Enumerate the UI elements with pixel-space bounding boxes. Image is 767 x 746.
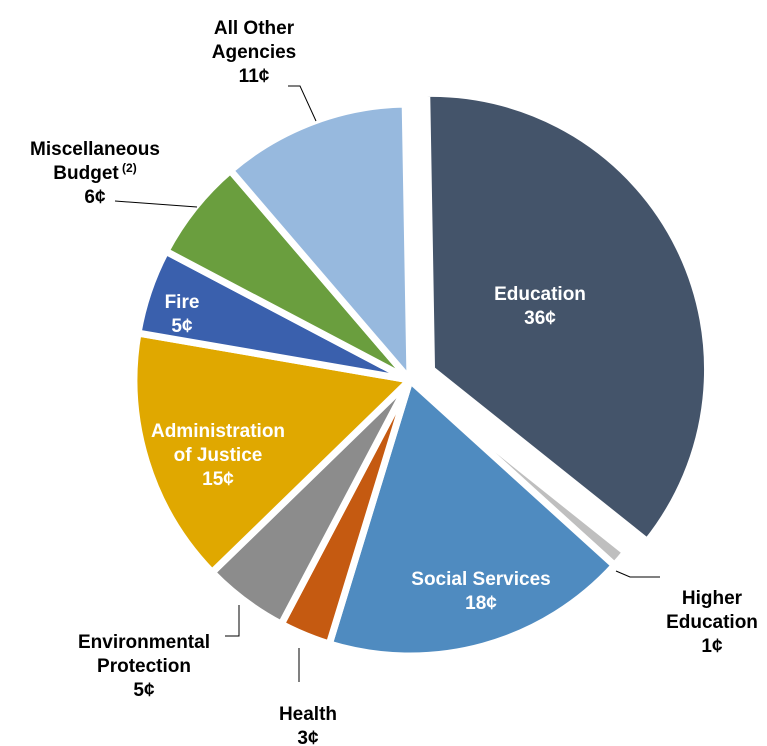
slice-value-social-services: 18¢ [465, 593, 497, 614]
slice-value-environmental-protection: 5¢ [133, 680, 155, 701]
slice-label-fire: Fire 5¢ [165, 292, 200, 337]
leader-line-miscellaneous-budget [114, 200, 198, 208]
slice-label-health: Health 3¢ [279, 704, 337, 746]
slice-value-fire: 5¢ [171, 316, 193, 337]
pie-slice-all-other-agencies [226, 100, 414, 384]
leader-line-higher-education [615, 570, 660, 578]
pie-slice-education [423, 89, 712, 546]
slice-label-education: Education 36¢ [494, 284, 586, 329]
pie-slice-social-services [325, 376, 618, 660]
slice-label-all-other-agencies: All Other Agencies 11¢ [212, 18, 296, 87]
slice-value-all-other-agencies: 11¢ [239, 66, 270, 87]
slice-value-higher-education: 1¢ [701, 636, 723, 657]
slice-label-social-services: Social Services 18¢ [411, 569, 550, 614]
slice-value-miscellaneous-budget: 6¢ [84, 187, 106, 208]
pie-slice-administration-of-justice [130, 329, 414, 576]
slice-label-higher-education: Higher Education 1¢ [666, 588, 758, 657]
slice-value-health: 3¢ [297, 728, 319, 746]
slice-label-miscellaneous-budget: Miscellaneous Budget (2) 6¢ [30, 139, 160, 208]
slice-value-education: 36¢ [524, 308, 556, 329]
slice-labels: Education 36¢ Higher Education 1¢ Social Serv… [30, 18, 758, 746]
leader-lines [114, 85, 660, 682]
leader-line-all-other-agencies [288, 85, 317, 122]
slice-label-environmental-protection: Environmental Protection 5¢ [78, 632, 210, 701]
slice-label-administration-of-justice: Administration of Justice 15¢ [151, 421, 285, 490]
pie-slices [130, 89, 712, 660]
slice-value-administration-of-justice: 15¢ [202, 469, 234, 490]
leader-line-environmental-protection [225, 605, 240, 637]
